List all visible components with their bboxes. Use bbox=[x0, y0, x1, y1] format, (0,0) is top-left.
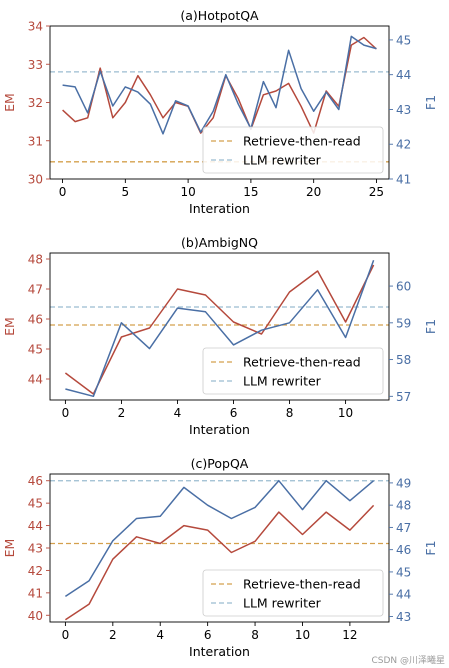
f1-series-line bbox=[65, 260, 375, 398]
y-left-tick-label: 45 bbox=[28, 343, 43, 357]
legend-box bbox=[202, 126, 384, 174]
legend-label: LLM rewriter bbox=[243, 153, 322, 168]
y-left-axis-label: EM bbox=[2, 317, 17, 336]
y-left-tick-label: 46 bbox=[28, 313, 43, 327]
y-left-tick-label: 30 bbox=[28, 173, 43, 187]
y-right-tick-label: 41 bbox=[396, 173, 411, 187]
y-right-tick-label: 48 bbox=[396, 499, 411, 513]
f1-series-line bbox=[62, 35, 377, 135]
panel-title: (c)PopQA bbox=[191, 456, 249, 471]
x-tick-label: 10 bbox=[295, 628, 310, 642]
x-tick-label: 6 bbox=[204, 628, 212, 642]
y-left-tick-label: 31 bbox=[28, 134, 43, 148]
em-series-line bbox=[64, 264, 375, 395]
legend-box bbox=[202, 347, 384, 395]
legend-label: LLM rewriter bbox=[243, 596, 322, 611]
x-tick-label: 8 bbox=[251, 628, 259, 642]
legend: Retrieve-then-read LLM rewriter bbox=[202, 347, 384, 395]
y-right-tick-label: 47 bbox=[396, 521, 411, 535]
y-left-tick-label: 41 bbox=[28, 586, 43, 600]
x-tick-label: 2 bbox=[109, 628, 117, 642]
y-left-tick-label: 42 bbox=[28, 564, 43, 578]
y-right-tick-label: 57 bbox=[396, 390, 411, 404]
x-tick-label: 6 bbox=[230, 406, 238, 420]
y-left-tick-label: 48 bbox=[28, 253, 43, 267]
x-tick-label: 5 bbox=[122, 185, 130, 199]
legend-label: Retrieve-then-read bbox=[243, 355, 361, 370]
x-tick-label: 8 bbox=[286, 406, 294, 420]
plot-frame bbox=[49, 252, 390, 401]
panel-title: (a)HotpotQA bbox=[180, 8, 259, 23]
y-left-tick-label: 47 bbox=[28, 283, 43, 297]
em-series-line bbox=[64, 504, 375, 621]
y-left-tick-label: 44 bbox=[28, 519, 43, 533]
y-right-axis-label: F1 bbox=[423, 319, 438, 334]
x-tick-label: 12 bbox=[342, 628, 357, 642]
legend: Retrieve-then-read LLM rewriter bbox=[202, 126, 384, 174]
y-right-axis-label: F1 bbox=[423, 540, 438, 555]
legend-label: LLM rewriter bbox=[243, 374, 322, 389]
y-left-tick-label: 40 bbox=[28, 609, 43, 623]
em-series-line bbox=[62, 36, 377, 134]
legend-label: Retrieve-then-read bbox=[243, 134, 361, 149]
x-tick-label: 25 bbox=[369, 185, 384, 199]
y-right-tick-label: 46 bbox=[396, 543, 411, 557]
y-left-axis-label: EM bbox=[2, 93, 17, 112]
y-left-tick-label: 44 bbox=[28, 373, 43, 387]
y-right-tick-label: 44 bbox=[396, 68, 411, 82]
panel-title: (b)AmbigNQ bbox=[181, 235, 258, 250]
x-tick-label: 10 bbox=[180, 185, 195, 199]
y-right-tick-label: 60 bbox=[396, 280, 411, 294]
y-left-tick-label: 45 bbox=[28, 497, 43, 511]
panel-1: (a)HotpotQA 0 5 10 15 20 25 30 31 32 33 34 41 42 43 44 4… bbox=[2, 8, 438, 216]
x-tick-label: 0 bbox=[62, 628, 70, 642]
x-axis-label: Interation bbox=[189, 201, 250, 216]
x-tick-label: 0 bbox=[59, 185, 67, 199]
y-right-tick-label: 43 bbox=[396, 610, 411, 624]
y-right-axis-label: F1 bbox=[423, 95, 438, 110]
x-tick-label: 2 bbox=[118, 406, 126, 420]
f1-series-line bbox=[64, 479, 375, 598]
y-left-tick-label: 33 bbox=[28, 58, 43, 72]
x-tick-label: 4 bbox=[174, 406, 182, 420]
y-right-tick-label: 58 bbox=[396, 353, 411, 367]
watermark: CSDN @川泽曦星 bbox=[371, 656, 445, 666]
y-left-tick-label: 46 bbox=[28, 474, 43, 488]
y-right-tick-label: 45 bbox=[396, 33, 411, 47]
y-left-tick-label: 34 bbox=[28, 20, 43, 34]
x-tick-label: 10 bbox=[338, 406, 353, 420]
x-tick-label: 4 bbox=[156, 628, 164, 642]
y-left-axis-label: EM bbox=[2, 539, 17, 558]
legend: Retrieve-then-read LLM rewriter bbox=[202, 569, 384, 617]
y-right-tick-label: 45 bbox=[396, 565, 411, 579]
y-left-tick-label: 43 bbox=[28, 542, 43, 556]
y-left-tick-label: 32 bbox=[28, 96, 43, 110]
x-tick-label: 15 bbox=[243, 185, 258, 199]
x-axis-label: Interation bbox=[189, 422, 250, 437]
y-right-tick-label: 59 bbox=[396, 316, 411, 330]
y-right-tick-label: 42 bbox=[396, 138, 411, 152]
x-tick-label: 0 bbox=[62, 406, 70, 420]
legend-box bbox=[202, 569, 384, 617]
legend-label: Retrieve-then-read bbox=[243, 577, 361, 592]
x-tick-label: 20 bbox=[306, 185, 321, 199]
y-right-tick-label: 49 bbox=[396, 476, 411, 490]
y-right-tick-label: 44 bbox=[396, 588, 411, 602]
x-axis-label: Interation bbox=[189, 644, 250, 659]
y-right-tick-label: 43 bbox=[396, 103, 411, 117]
